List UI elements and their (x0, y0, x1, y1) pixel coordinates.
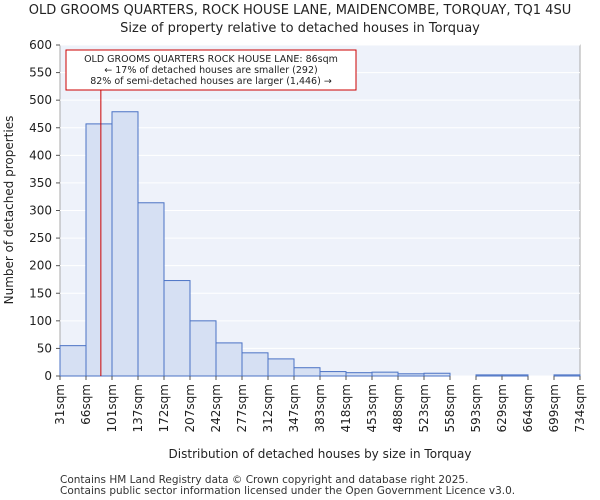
x-tick-label: 734sqm (573, 384, 587, 432)
y-tick-label: 50 (37, 341, 52, 355)
bar (293, 367, 321, 377)
x-tick-label: 523sqm (417, 384, 431, 432)
bar (475, 374, 503, 377)
chart-subtitle: Size of property relative to detached ho… (120, 21, 480, 36)
bar (397, 373, 425, 377)
x-tick-label: 488sqm (391, 384, 405, 432)
footer-line-2: Contains public sector information licen… (60, 485, 516, 497)
x-tick-label: 242sqm (209, 384, 223, 432)
y-axis: 0 50 100 150 200 250 300 350 400 450 500 550 600 (29, 38, 60, 383)
bar (85, 123, 113, 377)
x-tick-label: 207sqm (183, 384, 197, 432)
x-tick-label: 383sqm (313, 384, 327, 432)
x-tick-label: 277sqm (235, 384, 249, 432)
y-tick-label: 100 (29, 314, 52, 328)
x-tick-label: 699sqm (547, 384, 561, 432)
bar (553, 374, 581, 377)
bars-group (59, 111, 581, 377)
bar (267, 358, 295, 377)
y-tick-label: 200 (29, 259, 52, 273)
y-tick-label: 150 (29, 286, 52, 300)
x-axis-label: Distribution of detached houses by size … (169, 447, 472, 461)
y-tick-label: 350 (29, 176, 52, 190)
footer-line-1: Contains HM Land Registry data © Crown c… (60, 474, 469, 486)
x-tick-label: 101sqm (105, 384, 119, 432)
y-axis-label: Number of detached properties (2, 116, 16, 305)
x-tick-label: 629sqm (495, 384, 509, 432)
x-tick-label: 347sqm (287, 384, 301, 432)
y-tick-label: 550 (29, 66, 52, 80)
bar (345, 372, 373, 377)
annotation-line-2: ← 17% of detached houses are smaller (29… (104, 65, 317, 76)
y-tick-label: 0 (44, 369, 52, 383)
y-tick-label: 250 (29, 231, 52, 245)
bar (59, 345, 87, 377)
annotation-box: OLD GROOMS QUARTERS ROCK HOUSE LANE: 86s… (65, 49, 357, 91)
bar (423, 372, 451, 377)
y-tick-label: 450 (29, 121, 52, 135)
y-tick-label: 400 (29, 148, 52, 162)
y-tick-label: 300 (29, 204, 52, 218)
annotation-line-1: OLD GROOMS QUARTERS ROCK HOUSE LANE: 86s… (84, 54, 338, 65)
y-tick-label: 500 (29, 93, 52, 107)
bar (189, 320, 217, 377)
bar (111, 111, 139, 377)
bar (241, 352, 269, 377)
bar (215, 342, 243, 377)
x-tick-label: 593sqm (469, 384, 483, 432)
x-tick-label: 664sqm (521, 384, 535, 432)
x-tick-label: 558sqm (443, 384, 457, 432)
x-tick-label: 418sqm (339, 384, 353, 432)
bar (137, 202, 165, 377)
x-tick-label: 66sqm (79, 384, 93, 425)
x-tick-label: 137sqm (131, 384, 145, 432)
bar (319, 371, 347, 377)
y-tick-label: 600 (29, 38, 52, 52)
x-tick-label: 172sqm (157, 384, 171, 432)
annotation-line-3: 82% of semi-detached houses are larger (… (90, 76, 332, 87)
histogram-chart: 0 50 100 150 200 250 300 350 400 450 500 550 600 31s… (2, 38, 587, 461)
bar (371, 371, 399, 377)
x-tick-label: 31sqm (53, 384, 67, 425)
chart-title: OLD GROOMS QUARTERS, ROCK HOUSE LANE, MA… (28, 3, 572, 18)
x-axis: 31sqm 66sqm 101sqm 137sqm 172sqm 207sqm 242sqm… (53, 376, 587, 432)
bar (501, 374, 529, 377)
x-tick-label: 453sqm (365, 384, 379, 432)
bar (163, 280, 191, 377)
x-tick-label: 312sqm (261, 384, 275, 432)
